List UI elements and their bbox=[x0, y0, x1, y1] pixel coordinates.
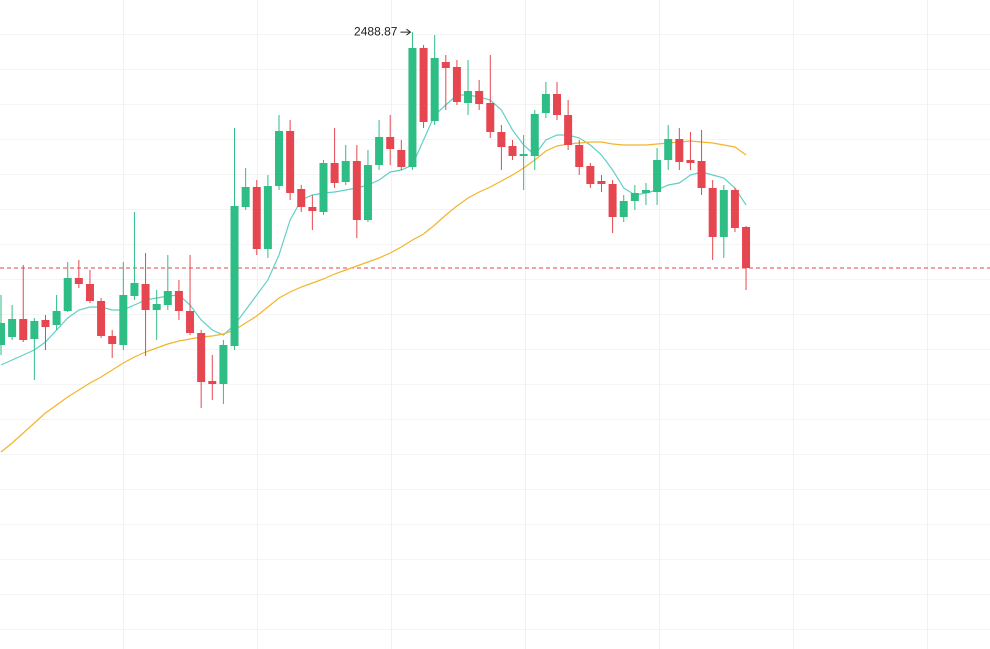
candle-body bbox=[152, 304, 161, 310]
candle-body bbox=[19, 319, 28, 340]
candle-body bbox=[719, 190, 728, 237]
candle-body bbox=[541, 94, 550, 113]
candle-body bbox=[363, 165, 372, 220]
candle-body bbox=[308, 207, 317, 211]
candle-body bbox=[530, 114, 539, 156]
moving-average-line bbox=[0, 94, 747, 366]
candle-body bbox=[174, 291, 183, 311]
candle-body bbox=[275, 131, 283, 186]
candle-body bbox=[630, 193, 639, 201]
candle-body bbox=[141, 284, 150, 310]
candle-body bbox=[208, 381, 217, 384]
candle-body bbox=[74, 278, 83, 284]
candle-body bbox=[553, 94, 561, 115]
candle-body bbox=[619, 201, 628, 217]
candle-body bbox=[108, 336, 117, 344]
candle-body bbox=[664, 139, 673, 160]
candle-body bbox=[52, 311, 61, 325]
candle-body bbox=[430, 58, 439, 121]
candle-body bbox=[8, 319, 17, 337]
candle-body bbox=[464, 91, 473, 103]
candle-body bbox=[641, 190, 650, 193]
candle-body bbox=[186, 311, 195, 333]
candle-body bbox=[386, 137, 395, 149]
high-label: 2488.87 bbox=[354, 24, 398, 38]
candle-body bbox=[519, 154, 528, 156]
candle-body bbox=[130, 283, 139, 296]
candle-body bbox=[686, 160, 695, 163]
candle-body bbox=[286, 131, 295, 193]
candle-body bbox=[608, 184, 617, 217]
candle-body bbox=[219, 345, 228, 384]
candle-body bbox=[197, 333, 206, 382]
candle-body bbox=[452, 67, 461, 102]
candle-body bbox=[597, 181, 606, 184]
candle-body bbox=[263, 186, 272, 249]
candle-body bbox=[408, 48, 417, 167]
candle-body bbox=[730, 190, 739, 228]
candle-body bbox=[697, 161, 706, 188]
candle-body bbox=[508, 146, 517, 156]
high-arrowhead bbox=[406, 28, 412, 36]
candle-body bbox=[397, 150, 406, 167]
candle-body bbox=[85, 284, 94, 301]
candle-body bbox=[30, 321, 39, 339]
candle-body bbox=[241, 187, 250, 207]
candle-body bbox=[97, 301, 106, 336]
candle-body bbox=[564, 115, 573, 145]
candle-body bbox=[375, 137, 384, 165]
candle-body bbox=[653, 160, 662, 192]
candle-body bbox=[586, 166, 595, 184]
candle-body bbox=[230, 206, 239, 346]
candle-body bbox=[163, 291, 172, 305]
candle-body bbox=[419, 48, 428, 122]
candle-body bbox=[0, 323, 5, 345]
candle-body bbox=[575, 145, 584, 167]
candle-body bbox=[352, 161, 361, 220]
candle-body bbox=[708, 188, 717, 237]
candle-body bbox=[475, 91, 484, 104]
candle-body bbox=[742, 227, 751, 268]
moving-average-line bbox=[0, 140, 747, 453]
candle-body bbox=[41, 320, 50, 327]
candle-body bbox=[319, 163, 328, 212]
candle-body bbox=[252, 187, 261, 249]
candle-body bbox=[341, 161, 350, 182]
candle-body bbox=[486, 103, 495, 132]
candle-body bbox=[441, 62, 450, 68]
candle-body bbox=[497, 132, 506, 147]
candle-body bbox=[63, 278, 72, 311]
candle-body bbox=[119, 295, 128, 345]
candle-body bbox=[297, 189, 306, 207]
candle-body bbox=[675, 139, 684, 162]
candle-body bbox=[330, 163, 339, 183]
